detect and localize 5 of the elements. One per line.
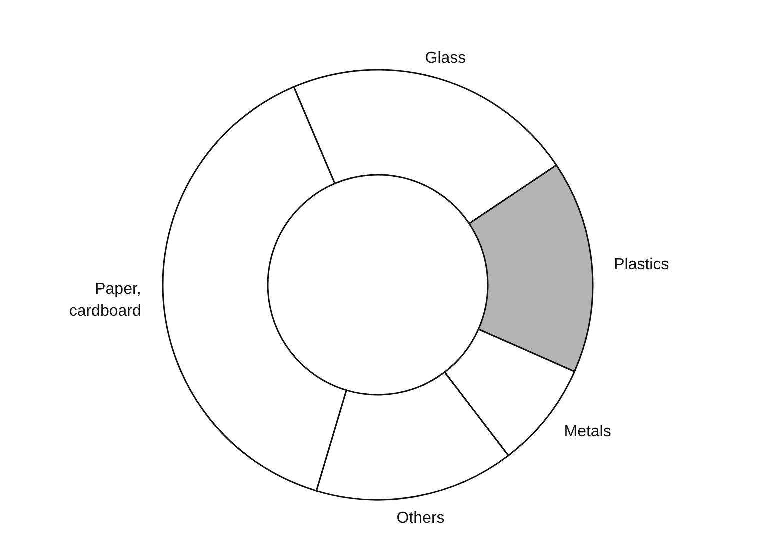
slice-label: Metals xyxy=(564,423,612,440)
slice-label: Plastics xyxy=(614,256,670,273)
slice-label: Paper, cardboard xyxy=(69,280,142,320)
slice-label: Glass xyxy=(425,49,466,66)
slice-label: Others xyxy=(396,510,445,527)
